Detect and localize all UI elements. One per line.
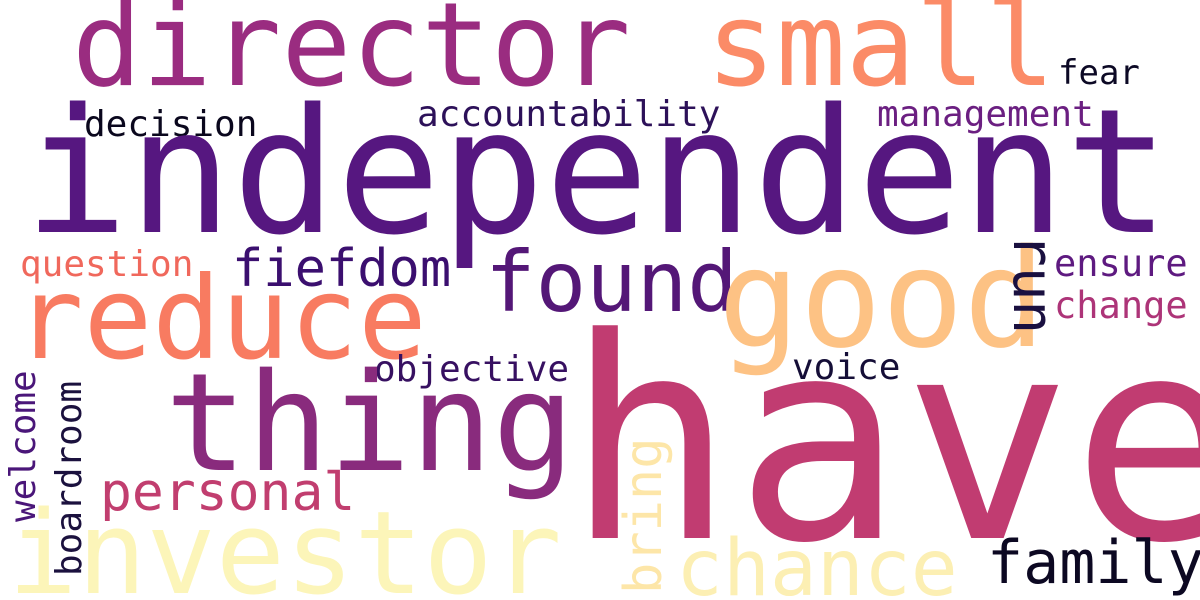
word-boardroom: boardroom — [49, 380, 90, 576]
word-run: run — [1000, 233, 1065, 335]
word-change: change — [1054, 284, 1188, 327]
word-ensure: ensure — [1054, 242, 1188, 285]
word-objective: objective — [374, 349, 570, 390]
word-accountability: accountability — [417, 94, 721, 135]
word-personal: personal — [100, 462, 356, 523]
word-fear: fear — [1058, 53, 1140, 93]
word-independent: independent — [24, 71, 1170, 273]
word-decision: decision — [84, 104, 258, 145]
word-investor: investor — [8, 487, 562, 600]
word-family: family — [987, 528, 1200, 598]
word-reduce: reduce — [15, 252, 427, 385]
word-bring: bring — [614, 437, 674, 594]
word-director: director — [72, 0, 631, 113]
word-management: management — [877, 94, 1094, 135]
word-voice: voice — [792, 347, 901, 388]
word-small: small — [706, 0, 1056, 113]
word-good: good — [718, 221, 1046, 379]
word-question: question — [20, 244, 194, 285]
word-fiefdom: fiefdom — [232, 239, 452, 299]
word-welcome: welcome — [3, 370, 44, 522]
word-chance: chance — [676, 524, 958, 600]
word-found: found — [485, 233, 738, 331]
word-thing: thing — [165, 345, 575, 503]
word-have: have — [566, 279, 1200, 600]
